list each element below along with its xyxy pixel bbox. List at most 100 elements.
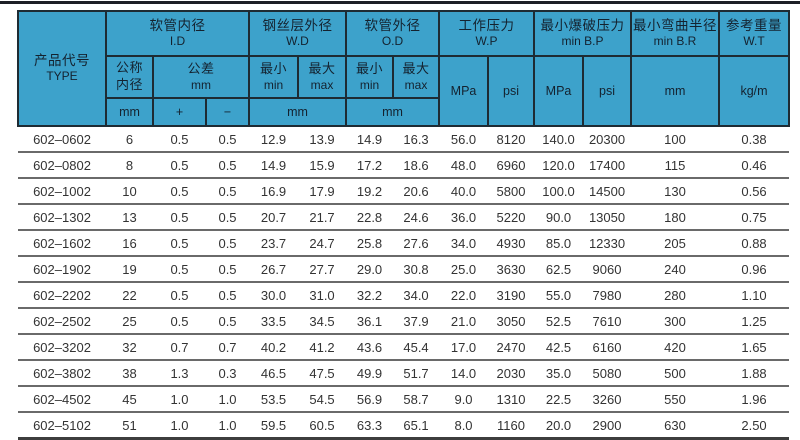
header-working-pressure-zh: 工作压力: [458, 17, 515, 33]
spec-value-cell: 1.0: [206, 412, 250, 440]
header-working-pressure-en: W.P: [475, 34, 498, 49]
spec-value-cell: 9060: [583, 256, 632, 283]
spec-value-cell: 0.7: [206, 334, 250, 361]
table-row: 602–5102 51 1.0 1.0 59.5 60.5 63.3 65.1 8.0 1160 2…: [18, 412, 790, 440]
spec-value-cell: 9.0: [439, 386, 489, 413]
spec-value-cell: 1.10: [719, 282, 790, 309]
spec-value-cell: 34.5: [298, 308, 347, 335]
spec-value-cell: 1.96: [719, 386, 790, 413]
header-wd-min-en: min: [263, 77, 284, 92]
product-code-cell: 602–1902: [18, 256, 106, 283]
spec-value-cell: 42.5: [534, 334, 584, 361]
header-wp-mpa: MPa: [438, 55, 490, 127]
spec-value-cell: 0.5: [206, 178, 250, 205]
table-row: 602–1302 13 0.5 0.5 20.7 21.7 22.8 24.6 36.0 5220…: [18, 204, 790, 231]
spec-value-cell: 8: [106, 152, 153, 179]
spec-value-cell: 17.9: [298, 178, 347, 205]
spec-value-cell: 45.4: [393, 334, 440, 361]
header-tolerance-zh: 公差: [187, 60, 215, 76]
spec-value-cell: 65.1: [393, 412, 440, 440]
header-nominal-id-line2: 内径: [115, 77, 143, 92]
table-row: 602–4502 45 1.0 1.0 53.5 54.5 56.9 58.7 9.0 1310 2…: [18, 386, 790, 413]
header-row-units: mm + − mm mm: [18, 97, 789, 127]
spec-value-cell: 1.0: [153, 412, 206, 440]
spec-value-cell: 1.3: [153, 360, 206, 387]
spec-value-cell: 24.6: [393, 204, 440, 231]
spec-value-cell: 48.0: [439, 152, 489, 179]
spec-value-cell: 0.56: [719, 178, 790, 205]
table-row: 602–1902 19 0.5 0.5 26.7 27.7 29.0 30.8 25.0 3630…: [18, 256, 790, 283]
product-code-cell: 602–1002: [18, 178, 106, 205]
spec-value-cell: 0.75: [719, 204, 790, 231]
header-burst-pressure-zh: 最小爆破压力: [540, 17, 625, 33]
table-row: 602–3802 38 1.3 0.3 46.5 47.5 49.9 51.7 14.0 2030…: [18, 360, 790, 387]
spec-value-cell: 1.88: [719, 360, 790, 387]
header-od-min: 最小 min: [345, 55, 395, 99]
header-working-pressure: 工作压力 W.P: [438, 10, 536, 57]
spec-value-cell: 25.8: [346, 230, 394, 257]
spec-value-cell: 1.0: [153, 386, 206, 413]
header-wt-unit-label: kg/m: [740, 83, 768, 98]
header-wire-diameter: 钢丝层外径 W.D: [248, 10, 348, 57]
spec-value-cell: 100.0: [534, 178, 584, 205]
product-code-cell: 602–1602: [18, 230, 106, 257]
spec-value-cell: 630: [631, 412, 720, 440]
spec-value-cell: 20.7: [249, 204, 299, 231]
spec-value-cell: 1310: [488, 386, 535, 413]
spec-value-cell: 0.5: [206, 230, 250, 257]
spec-value-cell: 36.1: [346, 308, 394, 335]
spec-value-cell: 17.0: [439, 334, 489, 361]
spec-value-cell: 3630: [488, 256, 535, 283]
spec-value-cell: 32: [106, 334, 153, 361]
spec-value-cell: 40.0: [439, 178, 489, 205]
spec-value-cell: 2030: [488, 360, 535, 387]
header-outer-diameter: 软管外径 O.D: [345, 10, 441, 57]
spec-value-cell: 27.7: [298, 256, 347, 283]
header-id-unit-label: mm: [119, 104, 140, 119]
spec-value-cell: 8120: [488, 126, 535, 153]
header-wd-unit: mm: [248, 97, 348, 127]
spec-value-cell: 500: [631, 360, 720, 387]
spec-value-cell: 26.7: [249, 256, 299, 283]
product-code-cell: 602–5102: [18, 412, 106, 440]
spec-value-cell: 3260: [583, 386, 632, 413]
spec-value-cell: 7980: [583, 282, 632, 309]
spec-value-cell: 43.6: [346, 334, 394, 361]
spec-value-cell: 49.9: [346, 360, 394, 387]
spec-value-cell: 52.5: [534, 308, 584, 335]
spec-value-cell: 14.0: [439, 360, 489, 387]
header-row-groups: 产品代号 TYPE 软管内径 I.D 钢丝层外径 W.D 软管外径 O.D 工作…: [17, 10, 791, 127]
spec-value-cell: 17400: [583, 152, 632, 179]
header-br-unit: mm: [630, 55, 721, 127]
spec-value-cell: 22.0: [439, 282, 489, 309]
spec-value-cell: 115: [631, 152, 720, 179]
header-burst-pressure-en: min B.P: [561, 34, 604, 49]
spec-value-cell: 20.0: [534, 412, 584, 440]
header-bp-psi-label: psi: [599, 83, 615, 98]
spec-value-cell: 16.3: [393, 126, 440, 153]
header-product-type-en: TYPE: [46, 69, 78, 84]
header-product-type: 产品代号 TYPE: [17, 10, 107, 127]
spec-value-cell: 56.0: [439, 126, 489, 153]
spec-value-cell: 1.65: [719, 334, 790, 361]
spec-value-cell: 1.0: [206, 386, 250, 413]
product-code-cell: 602–2502: [18, 308, 106, 335]
header-tolerance: 公差 mm: [151, 55, 251, 99]
spec-value-cell: 58.7: [393, 386, 440, 413]
spec-value-cell: 12.9: [249, 126, 299, 153]
top-divider-bar: [0, 1, 800, 4]
header-wp-mpa-label: MPa: [450, 83, 477, 98]
hose-spec-table: 产品代号 TYPE 软管内径 I.D 钢丝层外径 W.D 软管外径 O.D 工作…: [17, 10, 791, 440]
spec-value-cell: 2.50: [719, 412, 790, 440]
header-burst-pressure: 最小爆破压力 min B.P: [533, 10, 633, 57]
spec-value-cell: 550: [631, 386, 720, 413]
header-wire-diameter-en: W.D: [286, 34, 309, 49]
spec-value-cell: 20.6: [393, 178, 440, 205]
product-code-cell: 602–0802: [18, 152, 106, 179]
spec-value-cell: 59.5: [249, 412, 299, 440]
spec-value-cell: 30.0: [249, 282, 299, 309]
spec-value-cell: 16: [106, 230, 153, 257]
spec-value-cell: 51: [106, 412, 153, 440]
product-code-cell: 602–3802: [18, 360, 106, 387]
spec-value-cell: 0.5: [153, 126, 206, 153]
